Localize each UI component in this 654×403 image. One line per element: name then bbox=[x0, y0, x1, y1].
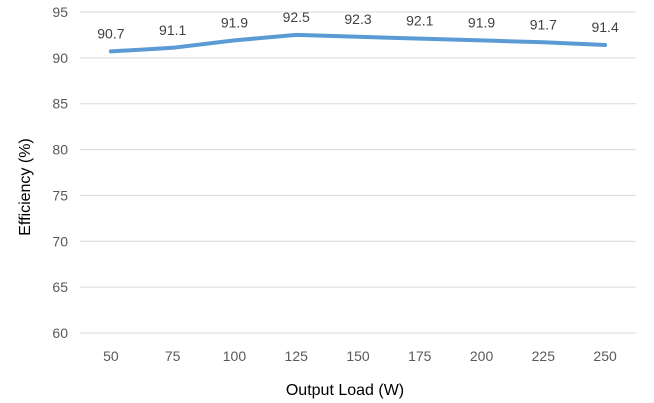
y-axis-title: Efficiency (%) bbox=[17, 138, 34, 236]
x-tick-label: 50 bbox=[103, 348, 119, 364]
x-axis-title: Output Load (W) bbox=[286, 382, 404, 399]
y-tick-label: 90 bbox=[52, 50, 68, 66]
x-tick-label: 250 bbox=[593, 348, 617, 364]
data-label: 91.9 bbox=[221, 14, 248, 30]
y-tick-label: 95 bbox=[52, 4, 68, 20]
y-tick-label: 65 bbox=[52, 279, 68, 295]
x-tick-label: 225 bbox=[532, 348, 556, 364]
x-tick-label: 175 bbox=[408, 348, 432, 364]
y-tick-label: 60 bbox=[52, 325, 68, 341]
data-labels: 90.7 91.1 91.9 92.5 92.3 92.1 91.9 91.7 91.4 bbox=[97, 9, 619, 42]
series-line bbox=[108, 32, 608, 54]
gridlines bbox=[80, 11, 636, 334]
y-tick-label: 80 bbox=[52, 142, 68, 158]
y-tick-label: 75 bbox=[52, 187, 68, 203]
x-tick-label: 200 bbox=[470, 348, 494, 364]
data-label: 92.1 bbox=[406, 13, 433, 29]
data-label: 91.4 bbox=[591, 19, 618, 35]
data-label: 91.7 bbox=[530, 16, 557, 32]
x-tick-label: 75 bbox=[165, 348, 181, 364]
y-tick-label: 85 bbox=[52, 96, 68, 112]
x-tick-label: 100 bbox=[223, 348, 247, 364]
data-label: 90.7 bbox=[97, 25, 124, 41]
y-tick-label: 70 bbox=[52, 233, 68, 249]
y-tick-labels: 60 65 70 75 80 85 90 95 bbox=[52, 4, 68, 341]
series-group bbox=[108, 32, 608, 54]
data-label: 92.3 bbox=[344, 11, 371, 27]
x-tick-label: 125 bbox=[285, 348, 309, 364]
data-label: 91.9 bbox=[468, 14, 495, 30]
x-tick-label: 150 bbox=[346, 348, 370, 364]
data-label: 91.1 bbox=[159, 22, 186, 38]
data-label: 92.5 bbox=[283, 9, 310, 25]
x-tick-labels: 50 75 100 125 150 175 200 225 250 bbox=[103, 348, 617, 364]
